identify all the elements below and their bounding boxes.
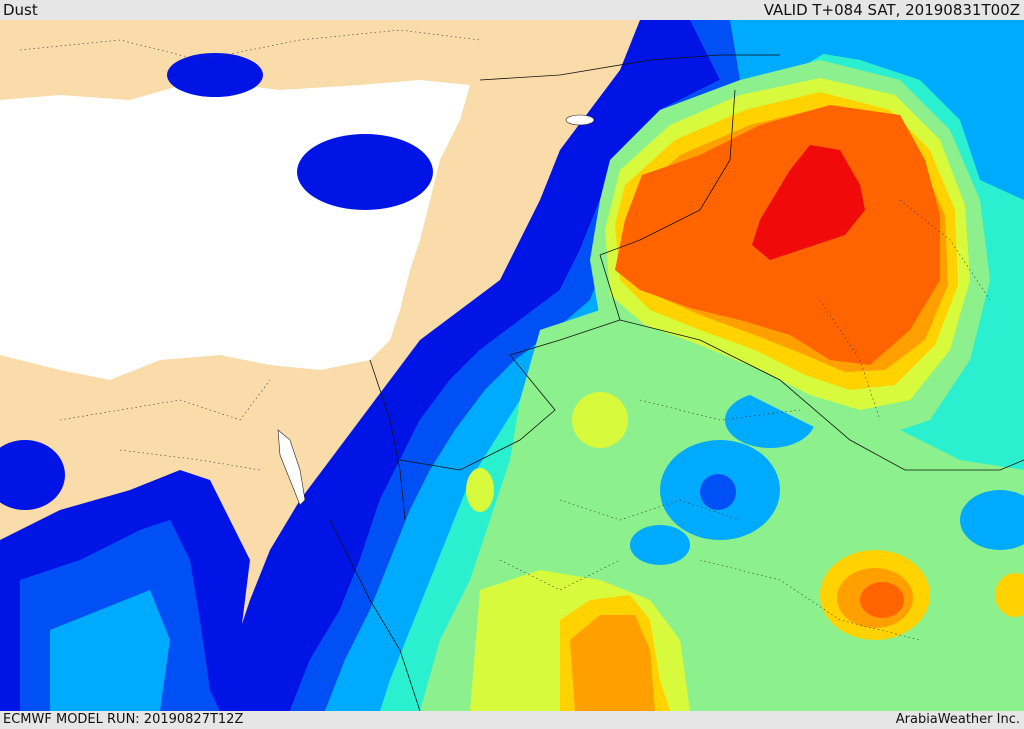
dust-level-3-band (325, 20, 830, 711)
dust-sw-tongue-core (50, 590, 170, 711)
map-canvas (0, 20, 1024, 711)
dust-level-1-band (220, 20, 780, 711)
red-sea (277, 429, 306, 506)
dust-yellow-spot-2 (466, 468, 494, 512)
dust-blob-cyprus (297, 134, 433, 210)
dust-yellow-spot (572, 392, 628, 448)
dust-level-8-south (570, 615, 655, 711)
dust-blob-west (0, 440, 65, 510)
dust-ne-cyan (760, 20, 1024, 200)
dust-level-10-core (752, 145, 865, 260)
dust-pocket-4 (630, 525, 690, 565)
dust-blob-aegean (167, 53, 263, 97)
lake (565, 114, 595, 126)
political-borders (329, 54, 1024, 711)
dust-map (0, 20, 1024, 711)
model-run: ECMWF MODEL RUN: 20190827T12Z (3, 712, 244, 727)
dust-level-2-band (290, 20, 790, 711)
footer-bar: ECMWF MODEL RUN: 20190827T12Z ArabiaWeat… (0, 711, 1024, 729)
field-title: Dust (3, 1, 38, 19)
valid-time: VALID T+084 SAT, 20190831T00Z (763, 1, 1020, 19)
dust-east-hotspot-9 (860, 582, 904, 618)
dust-far-east-7 (995, 573, 1024, 617)
header-bar: Dust VALID T+084 SAT, 20190831T00Z (0, 0, 1024, 20)
credit: ArabiaWeather Inc. (895, 712, 1020, 727)
dust-pocket-5 (960, 490, 1024, 550)
internal-borders (19, 29, 991, 641)
dust-pocket-3 (700, 474, 736, 510)
